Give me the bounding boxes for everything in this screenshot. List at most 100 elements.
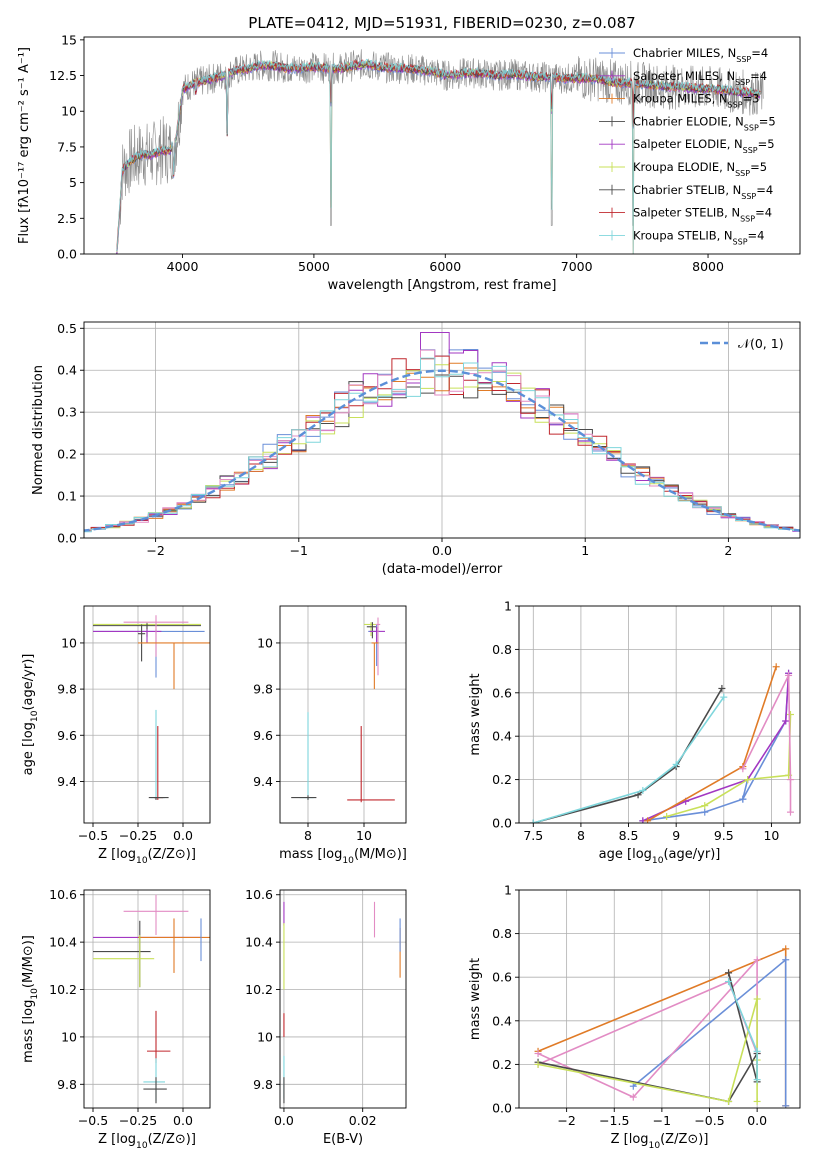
errorbar-point bbox=[93, 629, 205, 678]
x-axis-label: (data-model)/error bbox=[382, 562, 503, 577]
series-marker bbox=[701, 802, 709, 810]
gaussian-reference-line bbox=[84, 369, 800, 532]
series-marker bbox=[629, 1093, 637, 1101]
y-tick-label: 5 bbox=[69, 175, 77, 190]
y-tick-label: 0.2 bbox=[57, 447, 77, 462]
y-tick-label: 0.6 bbox=[492, 685, 512, 700]
ticks bbox=[276, 894, 364, 1112]
x-tick-label: 7.5 bbox=[523, 828, 543, 843]
y-tick-label: 0.1 bbox=[57, 489, 77, 504]
y-tick-label: 10.4 bbox=[245, 935, 273, 950]
ticks bbox=[515, 889, 758, 1112]
y-tick-label: 10.2 bbox=[49, 982, 77, 997]
plot-content bbox=[534, 945, 790, 1108]
y-tick-label: 10 bbox=[61, 1029, 77, 1044]
y-tick-label: 0.0 bbox=[492, 1101, 512, 1116]
y-tick-label: 10 bbox=[257, 635, 273, 650]
series-marker bbox=[782, 717, 790, 725]
x-tick-label: 0.02 bbox=[349, 1113, 377, 1128]
x-tick-label: 8.5 bbox=[619, 828, 639, 843]
x-tick-label: −0.25 bbox=[119, 1113, 157, 1128]
errorbar-point bbox=[369, 626, 385, 643]
legend-label: Salpeter STELIB, NSSP=4 bbox=[633, 206, 772, 224]
series-marker bbox=[534, 1050, 542, 1057]
x-tick-label: 2 bbox=[724, 543, 732, 558]
y-tick-label: 0.0 bbox=[57, 247, 77, 262]
x-tick-label: −0.5 bbox=[694, 1113, 724, 1128]
x-tick-label: 4000 bbox=[167, 259, 199, 274]
errorbar-point bbox=[291, 795, 317, 800]
series-marker bbox=[663, 812, 671, 820]
y-axis-label: Flux [fλ10⁻¹⁷ erg cm⁻² s⁻¹ A⁻¹] bbox=[17, 47, 32, 244]
errorbar-point bbox=[93, 935, 155, 988]
y-tick-label: 2.5 bbox=[57, 211, 77, 226]
y-tick-label: 7.5 bbox=[57, 139, 77, 154]
series-marker bbox=[529, 819, 537, 823]
series-marker bbox=[718, 684, 726, 692]
errorbar-point bbox=[371, 642, 379, 690]
y-tick-label: 9.8 bbox=[57, 1077, 77, 1092]
y-tick-label: 0.0 bbox=[492, 816, 512, 831]
series-line bbox=[742, 675, 792, 813]
x-tick-label: 0.0 bbox=[274, 1113, 294, 1128]
legend-label: Salpeter MILES, NSSP=4 bbox=[633, 69, 767, 87]
histogram-step bbox=[84, 357, 800, 533]
series-marker bbox=[782, 1102, 790, 1108]
x-axis-label: mass [log10(M/M⊙)] bbox=[279, 847, 407, 866]
errorbar-point bbox=[347, 726, 395, 803]
grid-lines bbox=[280, 890, 406, 1108]
series-marker bbox=[753, 1097, 761, 1105]
legend-label: Chabrier ELODIE, NSSP=5 bbox=[633, 114, 776, 131]
x-tick-label: −0.5 bbox=[78, 828, 108, 843]
x-tick-label: 9.5 bbox=[714, 828, 734, 843]
series-marker bbox=[782, 945, 790, 953]
axes-mass_vs_Z: −0.5 −0.25 0.0 9.8 10 10.2 10.4 10.6 Z [log10(Z/… bbox=[21, 887, 211, 1151]
errorbar-point bbox=[148, 797, 169, 800]
legend-label: Chabrier MILES, NSSP=4 bbox=[633, 46, 768, 64]
series-marker bbox=[739, 795, 747, 803]
axes-frame bbox=[518, 605, 801, 824]
y-tick-label: 1 bbox=[504, 599, 512, 614]
series-marker bbox=[725, 978, 733, 986]
x-axis-label: Z [log10(Z/Z⊙)] bbox=[98, 847, 196, 866]
series-marker bbox=[786, 711, 794, 718]
plot-content bbox=[93, 894, 210, 1104]
x-tick-label: −1 bbox=[290, 543, 308, 558]
series-marker bbox=[785, 671, 793, 679]
y-axis-label: mass [log10(M/M⊙)] bbox=[21, 935, 40, 1063]
plot-content bbox=[283, 901, 401, 1104]
legend-label: Kroupa MILES, NSSP=3 bbox=[633, 92, 759, 110]
series-marker bbox=[744, 776, 752, 784]
x-axis-label: E(B-V) bbox=[323, 1132, 363, 1147]
series-marker bbox=[725, 969, 733, 977]
x-tick-label: 8 bbox=[577, 828, 585, 843]
y-tick-label: 0.3 bbox=[57, 405, 77, 420]
y-tick-label: 9.8 bbox=[253, 682, 273, 697]
series-marker bbox=[672, 760, 680, 768]
grid-lines bbox=[280, 606, 406, 823]
figure-title: PLATE=0412, MJD=51931, FIBERID=0230, z=0… bbox=[248, 14, 635, 32]
series-marker bbox=[739, 765, 747, 773]
series-marker bbox=[782, 956, 790, 964]
series-marker bbox=[786, 776, 794, 784]
y-axis-label: mass weight bbox=[468, 673, 483, 755]
axes-mass_weight_vs_Z: −2 −1.5 −1 −0.5 0.0 0.0 0.2 0.4 0.6 0.8 1 Z [log10(… bbox=[468, 883, 801, 1151]
x-tick-label: −1 bbox=[653, 1113, 671, 1128]
x-tick-label: 10 bbox=[356, 828, 372, 843]
y-tick-label: 0.6 bbox=[492, 970, 512, 985]
y-tick-label: 10 bbox=[257, 1029, 273, 1044]
ticks bbox=[80, 39, 709, 258]
plot-area: 4000 5000 6000 7000 8000 0.0 2.5 5 7.5 10 12.5 15 wa… bbox=[17, 32, 801, 1151]
x-tick-label: 6000 bbox=[429, 259, 461, 274]
x-tick-label: 5000 bbox=[298, 259, 330, 274]
series-marker bbox=[701, 808, 709, 816]
errorbar-point bbox=[366, 622, 377, 639]
y-tick-label: 0.2 bbox=[492, 1057, 512, 1072]
errorbar-point bbox=[364, 622, 377, 637]
plot-content bbox=[93, 615, 210, 800]
x-tick-label: −2 bbox=[146, 543, 164, 558]
x-tick-label: 0.0 bbox=[432, 543, 452, 558]
errorbar-point bbox=[299, 712, 314, 800]
x-tick-label: −0.25 bbox=[119, 828, 157, 843]
x-tick-label: 1 bbox=[581, 543, 589, 558]
